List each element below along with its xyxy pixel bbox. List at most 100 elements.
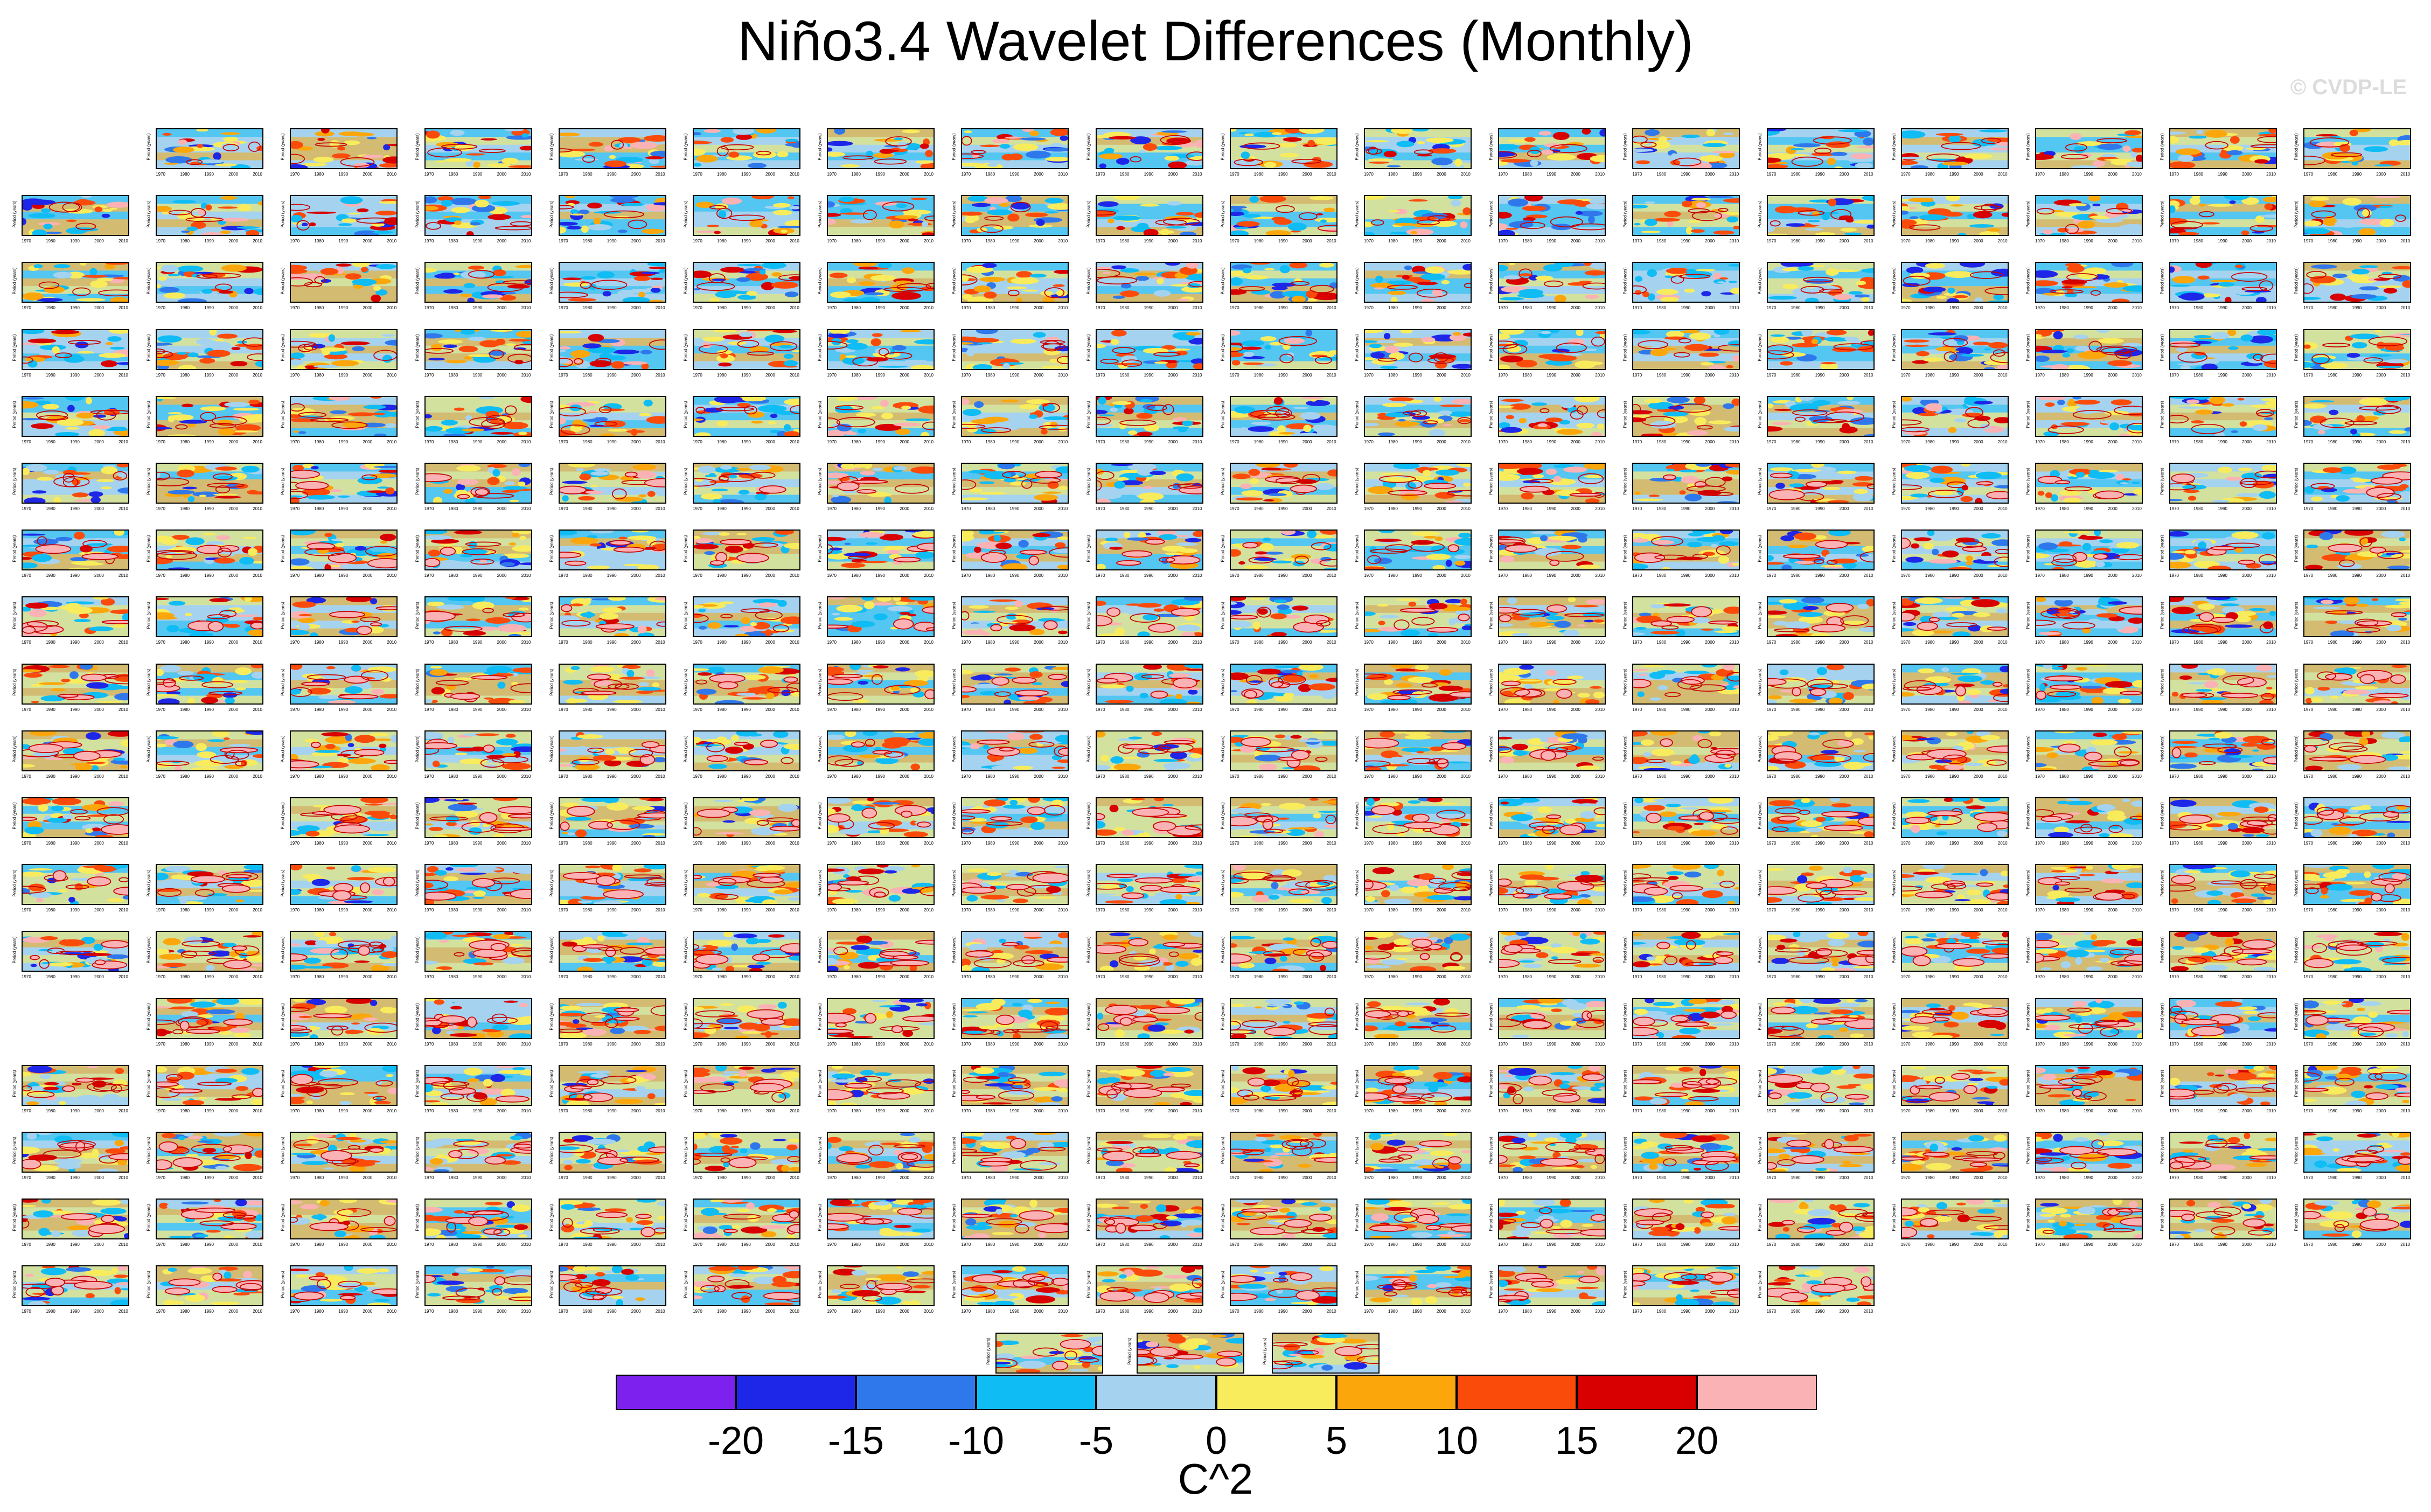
heatmap-blob	[387, 143, 397, 147]
wavelet-plot	[1498, 463, 1606, 504]
heatmap-blob	[2043, 229, 2053, 235]
significance-contour	[1520, 485, 1550, 493]
heatmap-blob	[2130, 150, 2137, 158]
panel-xtick: 2010	[1058, 439, 1068, 444]
wavelet-panel: Period (years) 1970 1980 1990 2000 2010	[415, 529, 532, 578]
panel-xtick: 1970	[1095, 239, 1105, 244]
panel-xtick: 1990	[472, 305, 483, 311]
panel-xtick: 1970	[22, 372, 31, 378]
heatmap-blob	[1905, 472, 1930, 479]
heatmap-blob	[202, 533, 217, 536]
panel-xtick: 2000	[1973, 506, 1983, 511]
heatmap-blob	[352, 278, 377, 286]
heatmap-band	[2170, 263, 2276, 271]
heatmap-blob	[1040, 291, 1054, 296]
wavelet-plot	[2035, 395, 2143, 437]
significance-contour	[315, 142, 347, 147]
panel-xtick: 2010	[655, 172, 665, 177]
wavelet-panel: Period (years) 1970 1980 1990 2000 2010	[952, 329, 1069, 378]
heatmap-blob	[1242, 268, 1252, 274]
heatmap-blob	[2349, 129, 2359, 136]
significance-contour	[2171, 473, 2196, 483]
significance-contour	[582, 155, 595, 163]
heatmap-blob	[751, 420, 763, 424]
heatmap-blob	[1644, 398, 1663, 403]
heatmap-blob	[1556, 429, 1583, 435]
wavelet-panel: Period (years) 1970 1980 1990 2000 2010	[952, 395, 1069, 444]
wavelet-plot	[22, 529, 129, 571]
significance-contour	[340, 157, 375, 167]
significance-contour	[457, 494, 470, 499]
heatmap-band	[291, 204, 397, 212]
heatmap-blob	[970, 337, 1000, 343]
heatmap-blob	[1840, 228, 1857, 232]
heatmap-band	[425, 211, 531, 220]
panel-xtick: 2010	[1997, 439, 2008, 444]
heatmap-blob	[2237, 398, 2245, 401]
heatmap-blob	[1243, 214, 1261, 218]
heatmap-blob	[94, 206, 103, 213]
panel-xtick: 2010	[1729, 439, 1739, 444]
panel-ylabel: Period (years)	[2294, 401, 2300, 428]
heatmap-blob	[1522, 205, 1547, 212]
wavelet-heatmap	[1365, 263, 1471, 302]
panel-xtick: 1970	[2303, 172, 2314, 177]
heatmap-blob	[638, 292, 645, 298]
heatmap-blob	[1388, 210, 1400, 213]
wavelet-panel: Period (years) 1970 1980 1990 2000 2010	[2294, 128, 2412, 177]
heatmap-blob	[1371, 358, 1395, 365]
heatmap-blob	[1284, 337, 1305, 344]
heatmap-blob	[158, 276, 167, 281]
wavelet-plot	[1095, 262, 1203, 303]
panel-xtick: 1970	[693, 506, 702, 511]
significance-contour	[756, 151, 771, 156]
panel-xtick: 1990	[1547, 172, 1556, 177]
wavelet-panel: Period (years) 1970 1980 1990 2000 2010	[1086, 395, 1203, 444]
wavelet-plot	[156, 128, 264, 169]
heatmap-blob	[478, 196, 491, 199]
panel-xtick: 1970	[2303, 239, 2314, 244]
wavelet-heatmap	[559, 263, 665, 302]
wavelet-panel: Period (years) 1970 1980 1990 2000 2010	[1086, 463, 1203, 511]
heatmap-blob	[902, 129, 921, 134]
panel-xtick: 1970	[827, 305, 837, 311]
wavelet-plot	[2169, 463, 2277, 504]
panel-ylabel: Period (years)	[1220, 334, 1225, 361]
heatmap-blob	[1033, 332, 1047, 338]
heatmap-blob	[2370, 354, 2392, 357]
heatmap-blob	[587, 203, 602, 209]
panel-xtick: 2010	[387, 372, 397, 378]
wavelet-heatmap	[23, 330, 128, 369]
panel-ylabel: Period (years)	[1086, 401, 1091, 428]
heatmap-blob	[2305, 486, 2315, 494]
heatmap-blob	[628, 535, 657, 540]
heatmap-blob	[504, 129, 525, 131]
panel-ylabel: Period (years)	[1757, 133, 1763, 161]
wavelet-panel: Period (years) 1970 1980 1990 2000 2010	[1489, 463, 1606, 511]
heatmap-blob	[618, 536, 628, 540]
heatmap-blob	[2359, 286, 2379, 291]
heatmap-blob	[82, 275, 108, 278]
panel-xtick: 1990	[1144, 172, 1154, 177]
heatmap-blob	[2374, 164, 2393, 167]
panel-xtick: 1970	[2035, 506, 2045, 511]
heatmap-blob	[1545, 468, 1557, 475]
heatmap-blob	[1011, 277, 1039, 285]
panel-xtick: 2010	[1461, 372, 1471, 378]
panel-xtick: 2000	[900, 305, 909, 311]
panel-xtick: 1970	[22, 305, 31, 311]
panel-xtick: 2000	[1437, 439, 1446, 444]
heatmap-blob	[27, 199, 55, 205]
panel-xtick: 1980	[46, 573, 55, 579]
heatmap-blob	[377, 486, 390, 489]
heatmap-blob	[1283, 137, 1302, 142]
heatmap-blob	[1264, 162, 1277, 168]
panel-xtick: 1990	[338, 439, 349, 444]
panel-xtick: 1970	[2035, 439, 2045, 444]
heatmap-blob	[2068, 399, 2075, 406]
wavelet-heatmap	[2036, 464, 2142, 503]
wavelet-plot	[1766, 195, 1875, 236]
wavelet-heatmap	[828, 330, 934, 369]
heatmap-band	[2170, 137, 2276, 145]
panel-ylabel: Period (years)	[2294, 133, 2300, 161]
